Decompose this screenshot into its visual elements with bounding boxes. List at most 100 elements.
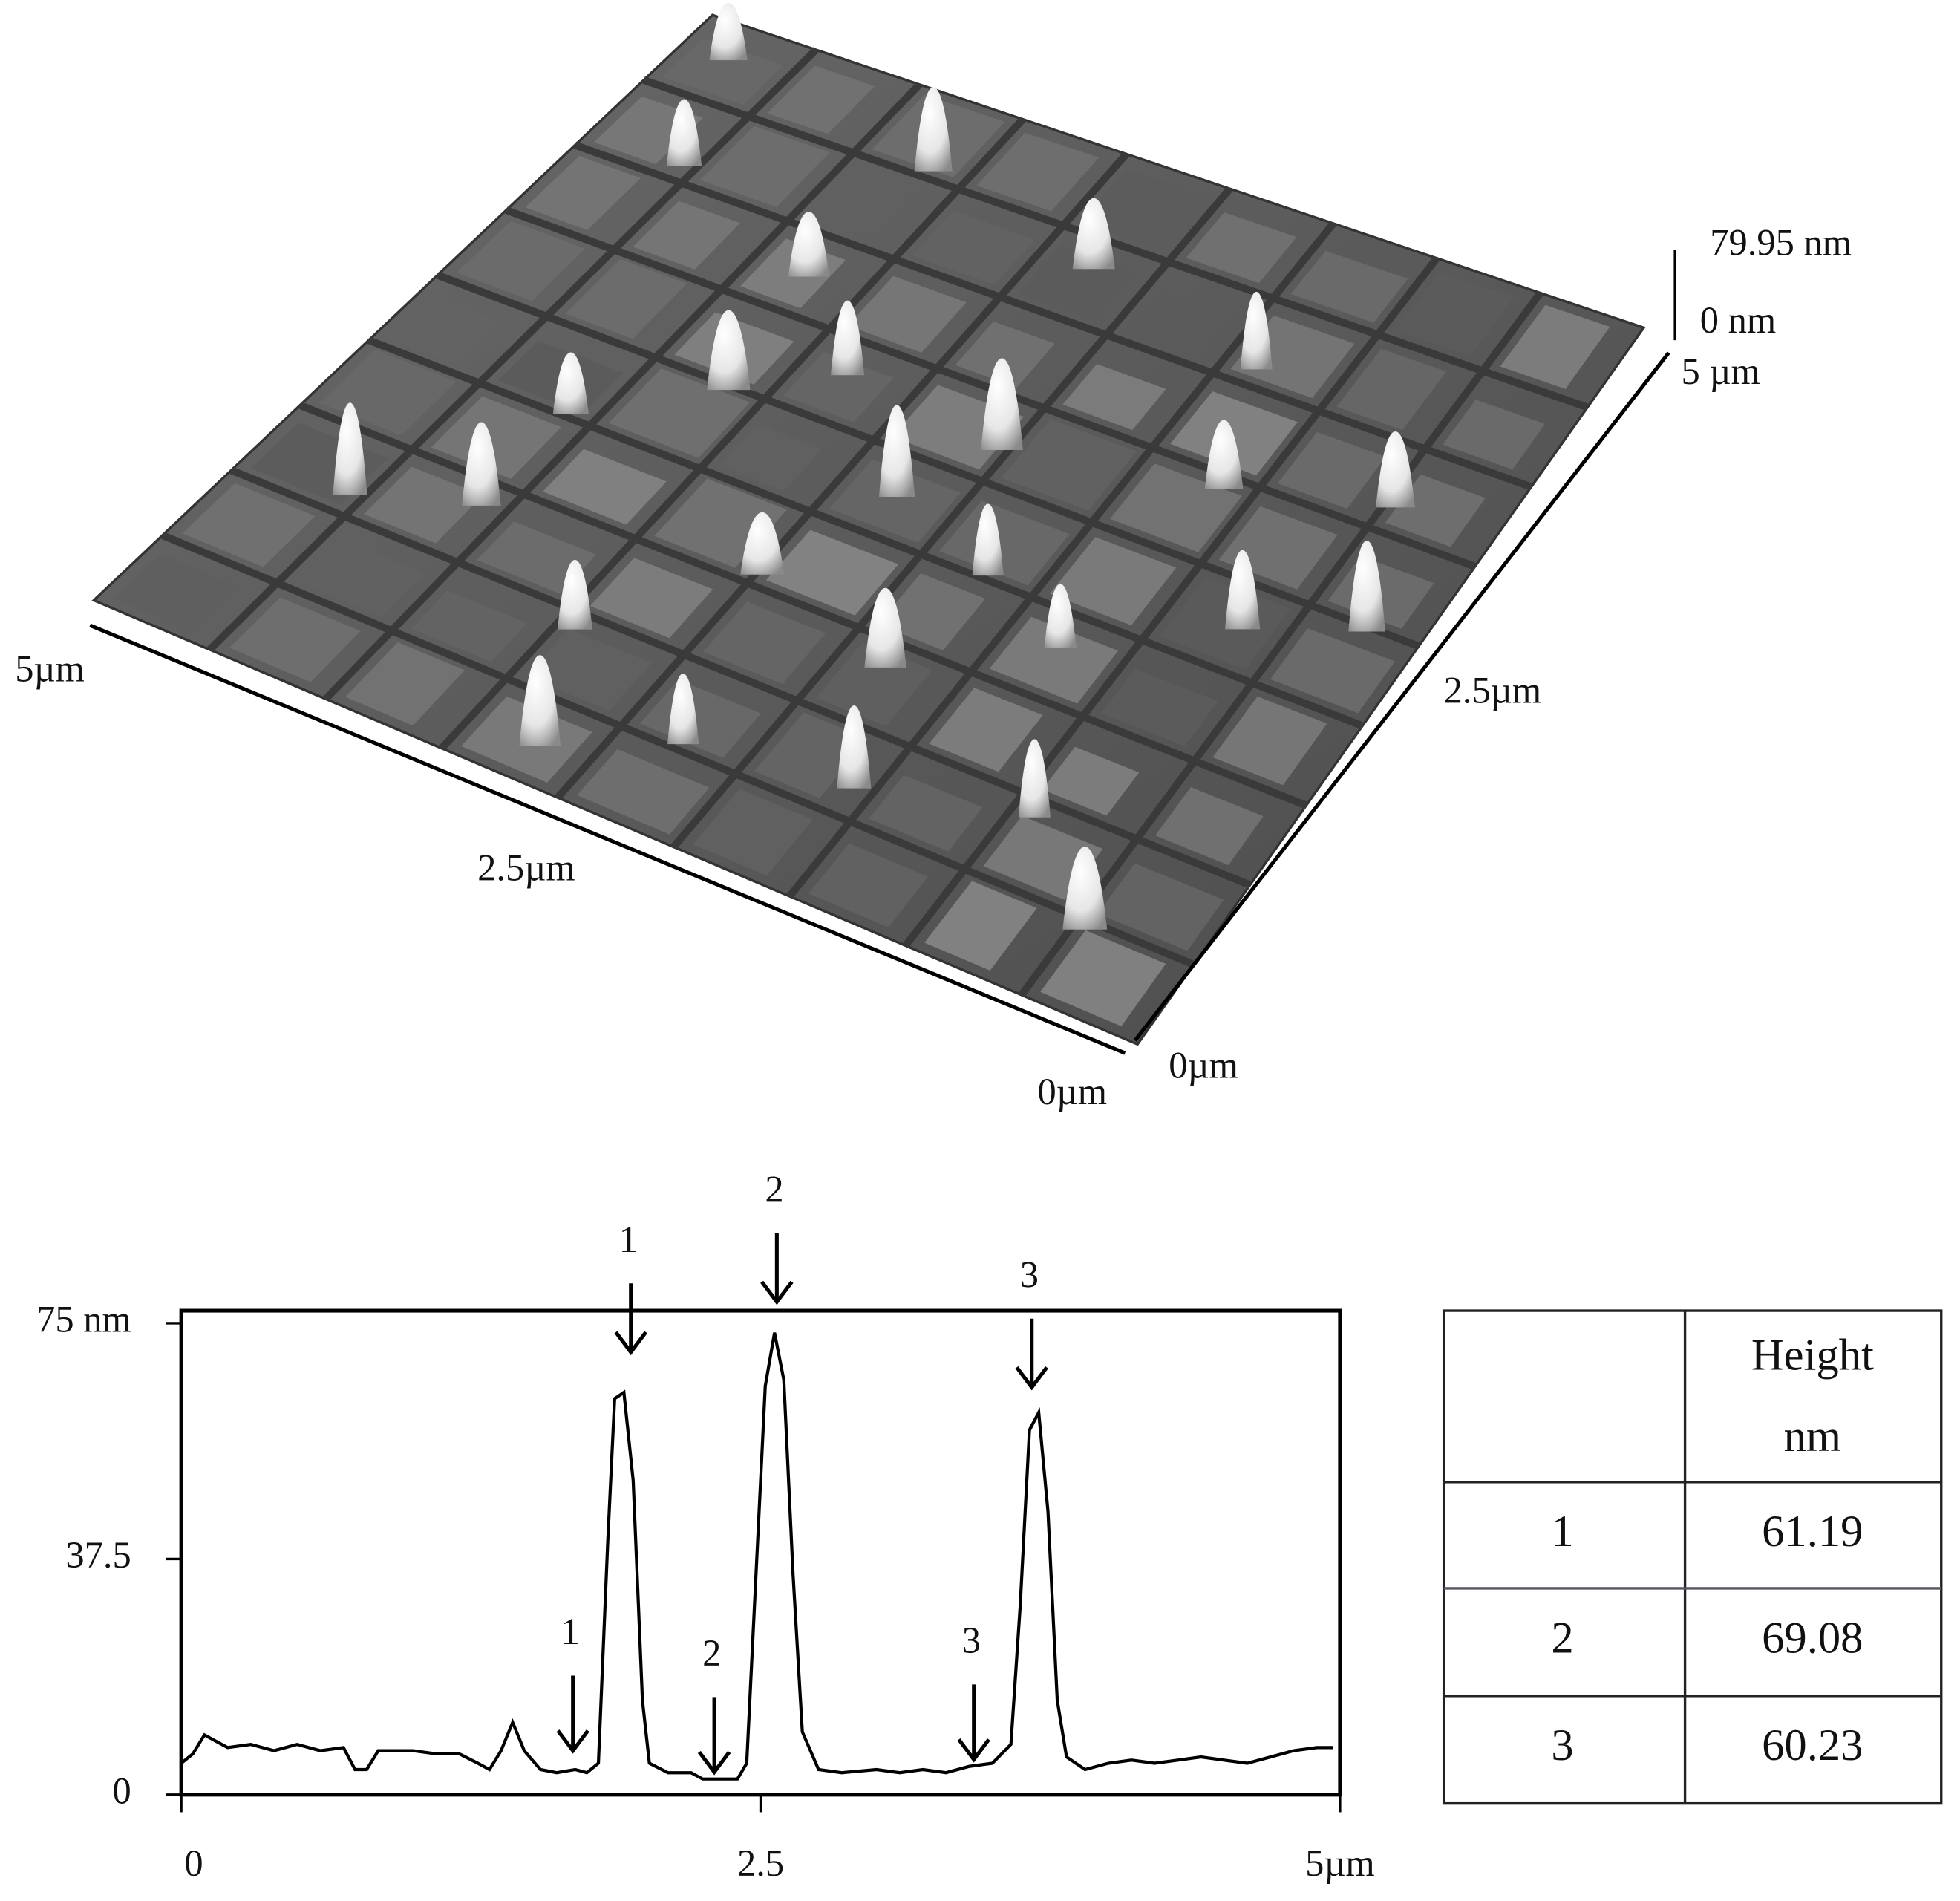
table-frame: [1442, 1309, 1943, 1805]
table-cell: 61.19: [1762, 1507, 1863, 1556]
surface-patch: [1270, 627, 1395, 714]
surface-patch: [924, 881, 1037, 971]
surface-peak: [864, 587, 906, 668]
x-axis-edge: [89, 623, 1126, 1055]
surface-peak: [1224, 550, 1261, 630]
surface-groove: [573, 141, 1533, 491]
surface-patch: [765, 529, 899, 616]
surface-groove: [1018, 290, 1544, 997]
x-tick-label: 5µm: [1305, 1842, 1375, 1884]
surface-patch: [1081, 169, 1212, 252]
surface-patch: [1500, 304, 1610, 389]
surface-patch: [1170, 391, 1298, 476]
surface-peak: [709, 2, 748, 61]
surface-peak: [552, 352, 589, 414]
z-max-label: 79.95 nm: [1710, 221, 1852, 263]
surface-patch: [1443, 400, 1546, 470]
surface-patch: [1101, 668, 1218, 746]
surface-patch: [869, 775, 983, 852]
annotation-arrowhead: [614, 1331, 647, 1356]
surface-peak: [788, 212, 830, 277]
surface-peak: [1204, 420, 1244, 489]
table-cell: 60.23: [1762, 1721, 1863, 1770]
surface-patch: [543, 449, 667, 525]
surface-peak: [707, 310, 751, 391]
x-end-label: 5µm: [15, 648, 85, 690]
y-mid-label: 2.5µm: [1444, 669, 1541, 711]
surface-patch: [662, 38, 784, 105]
surface-groove: [160, 532, 1195, 968]
surface-patch: [345, 642, 465, 726]
surface-patch: [719, 424, 823, 492]
y-end-label: 5 µm: [1682, 350, 1760, 392]
surface-patch: [411, 590, 528, 662]
surface-patch: [1290, 250, 1408, 323]
surface-groove: [206, 47, 819, 653]
surface-patch: [640, 679, 761, 758]
surface-groove: [555, 151, 1129, 800]
surface-peak: [557, 560, 592, 630]
surface-patch: [955, 321, 1055, 388]
annotation-arrowhead: [957, 1738, 990, 1763]
annotation-arrowhead: [697, 1750, 731, 1776]
surface-patch: [1155, 787, 1264, 866]
annotation-label: 2: [702, 1632, 721, 1674]
surface-patch: [457, 221, 586, 301]
surface-patch: [1186, 212, 1297, 284]
surface-patch: [939, 500, 1070, 586]
surface-patch: [1160, 576, 1291, 670]
annotation-arrowhead: [760, 1280, 794, 1305]
annotation-label: 2: [765, 1168, 783, 1210]
surface-peak: [1018, 739, 1051, 818]
surface-patch: [1062, 364, 1166, 431]
surface-patch: [608, 368, 751, 458]
surface-patch: [1336, 348, 1447, 431]
surface-patch: [693, 789, 813, 876]
y-tick-label: 0: [113, 1770, 131, 1811]
surface-peak: [519, 655, 561, 746]
surface-patch: [1097, 863, 1224, 951]
surface-peak: [667, 673, 699, 745]
table-cell: 3: [1551, 1721, 1573, 1770]
surface-patch: [976, 132, 1100, 212]
surface-groove: [436, 271, 1420, 650]
surface-peak: [837, 705, 872, 789]
surface-patch: [589, 558, 713, 639]
surface-peak: [1240, 291, 1273, 370]
surface-patch: [229, 597, 361, 682]
height-table: Height nm 1 61.19 2 69.08 3 60.23: [1442, 1309, 1943, 1805]
surface-peak: [1348, 541, 1385, 632]
surface-patch: [829, 459, 961, 544]
surface-patch: [929, 688, 1043, 772]
surface-patch: [808, 843, 928, 927]
x-tick-label: 2.5: [737, 1842, 784, 1884]
annotation-label: 1: [561, 1611, 580, 1652]
surface-patch: [847, 275, 967, 353]
x-start-label: 0µm: [1037, 1071, 1107, 1112]
surface-groove: [229, 466, 1252, 889]
surface-patch: [633, 200, 740, 270]
plot-frame: [179, 1308, 1342, 1797]
y-tick-label: 75 nm: [36, 1299, 131, 1340]
surface-groove: [642, 76, 1589, 411]
x-tick-label: 0: [184, 1842, 203, 1884]
surface-peak: [740, 512, 785, 575]
z-min-label: 0 nm: [1700, 299, 1776, 341]
surface-patch: [702, 601, 826, 685]
surface-patch: [114, 553, 238, 632]
table-cell: 69.08: [1762, 1613, 1863, 1663]
surface-groove: [670, 186, 1233, 850]
surface-peak: [1062, 847, 1108, 930]
table-unit: nm: [1784, 1412, 1841, 1461]
surface-patch: [182, 483, 316, 567]
y-start-label: 0µm: [1169, 1045, 1238, 1086]
profile-line: [180, 1332, 1333, 1781]
annotation-label: 1: [619, 1219, 638, 1260]
surface-patch: [431, 396, 562, 479]
surface-patch: [388, 296, 497, 363]
y-tick-label: 37.5: [65, 1534, 131, 1576]
surface-peak: [462, 422, 501, 506]
surface-peak: [1072, 198, 1115, 270]
surface-patch: [699, 125, 830, 207]
